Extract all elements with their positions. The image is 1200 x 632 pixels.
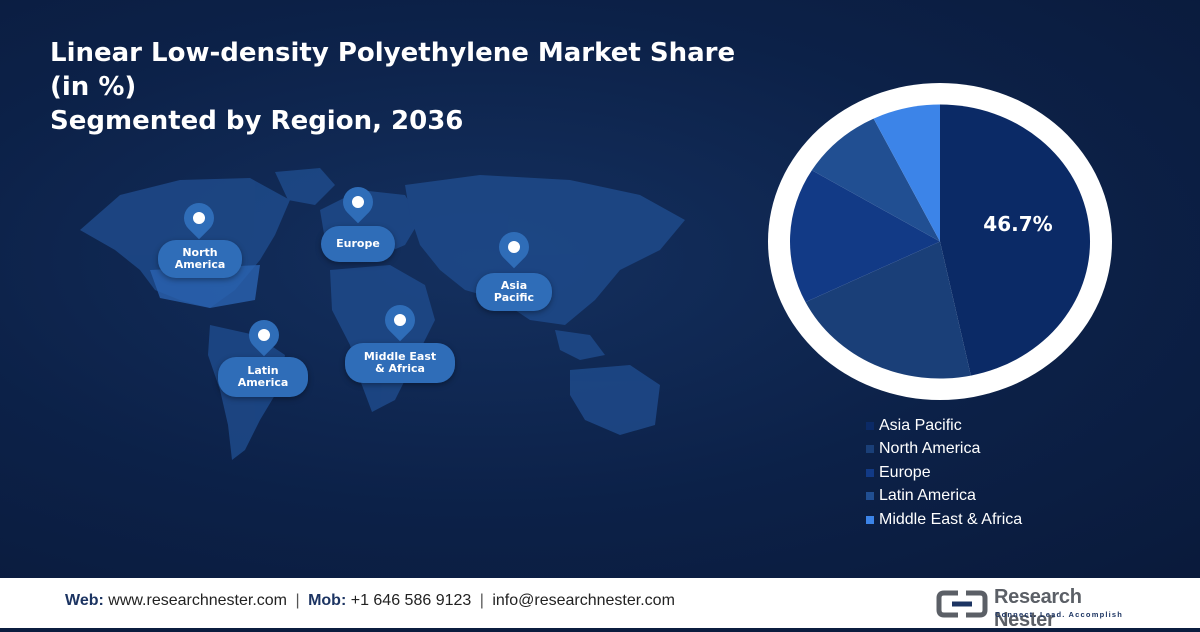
legend-label: North America (879, 440, 981, 458)
legend-item: North America (866, 438, 1022, 462)
legend-label: Latin America (879, 487, 976, 505)
legend-swatch (866, 421, 874, 430)
mob-label: Mob: (308, 592, 347, 609)
legend-label: Asia Pacific (879, 416, 962, 434)
legend-item: Middle East & Africa (866, 508, 1022, 532)
region-label-middle-east-africa: Middle East & Africa (345, 343, 455, 383)
legend-item: Europe (866, 461, 1022, 485)
legend-swatch (866, 445, 874, 454)
pie-slice-north-america (805, 241, 971, 379)
contact-info: Web: www.researchnester.com | Mob: +1 64… (65, 592, 675, 610)
legend-swatch (866, 515, 874, 524)
chart-legend: Asia Pacific North America Europe Latin Ame… (866, 414, 1022, 532)
legend-swatch (866, 492, 874, 501)
region-label-latin-america: Latin America (218, 357, 308, 397)
brand-name: Research Nester (994, 586, 1082, 631)
pie-chart: 46.7% (768, 83, 1112, 400)
pie-slice-europe (789, 170, 940, 303)
web-label: Web: (65, 592, 104, 609)
pie-slice-middle-east-africa (873, 104, 940, 242)
legend-item: Latin America (866, 485, 1022, 509)
legend-label: Middle East & Africa (879, 510, 1023, 528)
separator: | (479, 592, 484, 609)
map-africa (330, 265, 435, 412)
research-nester-logo: Research Nester Connect. Lead. Accomplis… (936, 586, 1146, 631)
title-line-2: Segmented by Region, 2036 (50, 106, 464, 136)
pie-slice-asia-pacific (940, 104, 1091, 376)
phone-number[interactable]: +1 646 586 9123 (350, 592, 472, 609)
region-label-asia-pacific: Asia Pacific (476, 273, 552, 311)
map-australia (570, 365, 660, 435)
web-link[interactable]: www.researchnester.com (108, 592, 287, 609)
legend-label: Europe (879, 463, 931, 481)
separator: | (295, 592, 300, 609)
region-label-north-america: North America (158, 240, 242, 278)
world-map (80, 168, 685, 460)
legend-swatch (866, 468, 874, 477)
logo-icon (936, 590, 988, 618)
chart-title: Linear Low-density Polyethylene Market S… (50, 36, 770, 138)
legend-item: Asia Pacific (866, 414, 1022, 438)
pie-svg: 46.7% (768, 83, 1112, 400)
pie-value-label-asia-pacific: 46.7% (983, 212, 1052, 236)
email-link[interactable]: info@researchnester.com (492, 592, 675, 609)
brand-tagline: Connect. Lead. Accomplish (995, 610, 1124, 619)
footer: Web: www.researchnester.com | Mob: +1 64… (0, 578, 1200, 631)
region-label-europe: Europe (321, 226, 395, 262)
title-line-1: Linear Low-density Polyethylene Market S… (50, 38, 736, 102)
map-southeast-asia (555, 330, 605, 360)
pie-slice-latin-america (811, 118, 940, 242)
map-asia (405, 175, 685, 325)
map-greenland (275, 168, 335, 205)
